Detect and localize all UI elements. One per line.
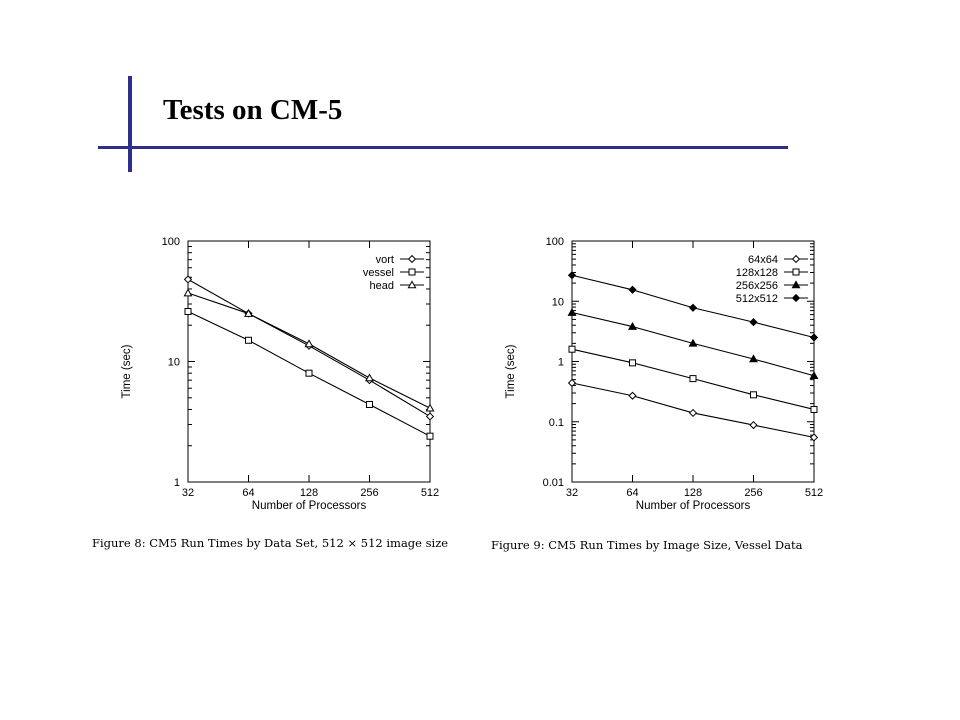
title-accent-vertical-bar bbox=[128, 76, 132, 172]
y-tick-label: 10 bbox=[168, 357, 180, 369]
title-accent-horizontal-bar bbox=[98, 146, 788, 149]
data-point-256x256 bbox=[567, 307, 577, 316]
data-point-head bbox=[425, 403, 435, 412]
data-point-vessel bbox=[245, 336, 252, 344]
data-point-head bbox=[244, 308, 253, 317]
slide-title: Tests on CM-5 bbox=[163, 94, 343, 126]
x-tick-label: 32 bbox=[566, 487, 578, 499]
y-axis-label: Time (sec) bbox=[505, 344, 517, 398]
data-point-vort bbox=[183, 275, 193, 284]
y-tick-label: 1 bbox=[558, 357, 564, 369]
data-point-head bbox=[304, 339, 314, 348]
x-axis-label: Number of Processors bbox=[636, 500, 751, 512]
data-point-64x64 bbox=[628, 391, 637, 400]
x-tick-label: 64 bbox=[626, 487, 638, 499]
legend-label-vort: vort bbox=[376, 254, 394, 266]
y-tick-label: 10 bbox=[552, 296, 564, 308]
data-point-512x512 bbox=[749, 318, 758, 327]
data-point-256x256 bbox=[749, 354, 758, 363]
figure8-chart: 1 10 100 32 64 128 256 512 Number of Processors T… bbox=[121, 236, 439, 512]
x-tick-label: 128 bbox=[684, 487, 702, 499]
legend-marker-256x256 bbox=[791, 280, 801, 289]
legend-marker-vessel bbox=[408, 268, 416, 276]
y-tick-label: 0.1 bbox=[549, 417, 564, 429]
y-tick-label: 100 bbox=[546, 236, 564, 248]
legend-label-128x128: 128x128 bbox=[736, 267, 778, 279]
figure9-chart: 0.01 0.1 1 10 100 32 64 128 256 512 Number of Proc… bbox=[505, 236, 823, 512]
data-point-256x256 bbox=[688, 338, 698, 347]
legend-label-512x512: 512x512 bbox=[736, 293, 778, 305]
data-point-head bbox=[365, 373, 374, 382]
data-point-vessel bbox=[305, 369, 313, 377]
figure9-caption: Figure 9: CM5 Run Times by Image Size, V… bbox=[491, 538, 803, 552]
data-point-128x128 bbox=[750, 391, 757, 399]
data-point-128x128 bbox=[568, 345, 576, 353]
data-point-256x256 bbox=[628, 321, 637, 330]
data-point-128x128 bbox=[810, 405, 818, 413]
y-tick-label: 0.01 bbox=[543, 477, 564, 489]
data-point-512x512 bbox=[688, 303, 698, 312]
x-tick-label: 512 bbox=[421, 487, 439, 499]
data-point-vessel bbox=[426, 432, 434, 440]
data-point-head bbox=[183, 288, 193, 297]
y-tick-label: 100 bbox=[162, 236, 180, 248]
legend-marker-head bbox=[407, 280, 417, 289]
data-point-512x512 bbox=[628, 285, 637, 294]
legend-label-64x64: 64x64 bbox=[748, 254, 778, 266]
legend-marker-128x128 bbox=[792, 268, 800, 276]
data-point-512x512 bbox=[567, 271, 577, 280]
x-tick-label: 512 bbox=[805, 487, 823, 499]
data-point-128x128 bbox=[689, 375, 697, 383]
data-point-vessel bbox=[366, 400, 373, 408]
legend-marker-512x512 bbox=[791, 293, 801, 303]
x-axis-label: Number of Processors bbox=[252, 500, 367, 512]
figure8-caption: Figure 8: CM5 Run Times by Data Set, 512… bbox=[92, 536, 449, 550]
y-axis-label: Time (sec) bbox=[121, 344, 133, 398]
x-tick-label: 32 bbox=[182, 487, 194, 499]
data-point-128x128 bbox=[629, 359, 636, 367]
legend-marker-vort bbox=[407, 254, 417, 264]
legend-marker-64x64 bbox=[791, 254, 801, 264]
data-point-64x64 bbox=[567, 378, 577, 388]
series-line-head bbox=[187, 292, 431, 409]
data-point-512x512 bbox=[809, 333, 819, 342]
data-point-vessel bbox=[184, 307, 192, 315]
data-point-64x64 bbox=[688, 408, 698, 418]
legend-label-256x256: 256x256 bbox=[736, 280, 778, 292]
legend-label-vessel: vessel bbox=[363, 267, 394, 279]
data-point-256x256 bbox=[809, 371, 819, 380]
x-tick-label: 128 bbox=[300, 487, 318, 499]
legend-label-head: head bbox=[370, 280, 394, 292]
x-tick-label: 64 bbox=[242, 487, 254, 499]
x-tick-label: 256 bbox=[360, 487, 378, 499]
y-tick-label: 1 bbox=[174, 477, 180, 489]
data-point-64x64 bbox=[749, 420, 758, 430]
x-tick-label: 256 bbox=[744, 487, 762, 499]
data-point-vort bbox=[425, 412, 435, 421]
data-point-64x64 bbox=[809, 433, 819, 442]
